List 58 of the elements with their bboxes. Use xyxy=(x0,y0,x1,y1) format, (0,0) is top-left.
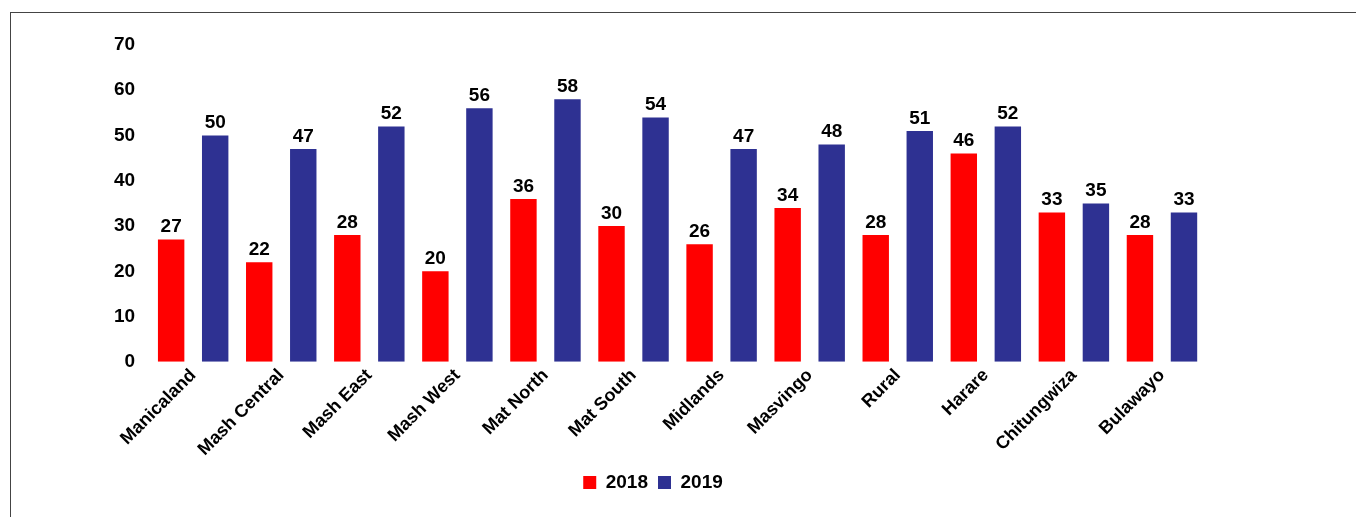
y-tick-label: 50 xyxy=(113,123,136,145)
y-tick-label: 40 xyxy=(113,169,136,191)
data-label: 56 xyxy=(468,84,490,106)
data-label: 20 xyxy=(424,247,446,269)
data-label: 30 xyxy=(600,201,623,223)
bar xyxy=(818,144,845,362)
bar xyxy=(1170,212,1198,362)
data-label: 33 xyxy=(1173,188,1195,210)
legend-label: 2018 xyxy=(605,470,649,492)
data-label: 52 xyxy=(380,102,402,124)
data-label: 28 xyxy=(1129,210,1151,232)
y-tick-label: 30 xyxy=(113,214,136,236)
bar xyxy=(334,235,361,362)
data-label: 26 xyxy=(689,219,711,241)
bar xyxy=(290,149,317,362)
bar xyxy=(1082,203,1110,362)
bar xyxy=(994,126,1022,362)
bar xyxy=(1038,212,1066,362)
data-label: 22 xyxy=(248,237,270,259)
bar xyxy=(201,135,229,362)
bar xyxy=(510,198,537,362)
data-label: 33 xyxy=(1041,188,1063,210)
data-label: 28 xyxy=(336,210,358,232)
bar xyxy=(1126,235,1154,362)
bar xyxy=(466,108,493,362)
legend-label: 2019 xyxy=(680,470,723,492)
y-tick-label: 0 xyxy=(124,350,136,372)
data-label: 50 xyxy=(204,111,226,133)
data-label: 47 xyxy=(733,124,755,146)
data-label: 51 xyxy=(909,106,931,128)
bar xyxy=(642,117,669,362)
bar xyxy=(774,207,801,362)
data-label: 47 xyxy=(292,124,314,146)
bar xyxy=(554,99,581,362)
data-label: 34 xyxy=(777,183,799,205)
y-tick-label: 70 xyxy=(113,33,136,55)
data-label: 28 xyxy=(865,210,887,232)
bar xyxy=(862,235,889,362)
bar xyxy=(598,226,625,362)
y-tick-label: 20 xyxy=(113,259,136,281)
bar xyxy=(906,130,933,362)
bar xyxy=(730,149,757,362)
bar xyxy=(422,271,449,362)
bar xyxy=(950,153,978,362)
data-label: 36 xyxy=(512,174,535,196)
data-label: 48 xyxy=(821,120,843,142)
data-label: 52 xyxy=(997,102,1019,124)
y-tick-label: 60 xyxy=(113,78,136,100)
data-label: 54 xyxy=(644,93,667,115)
data-label: 35 xyxy=(1085,179,1107,201)
bar xyxy=(246,262,273,362)
bar xyxy=(378,126,405,362)
y-tick-label: 10 xyxy=(113,304,136,326)
bar xyxy=(686,244,713,362)
data-label: 58 xyxy=(556,75,579,97)
data-label: 27 xyxy=(160,215,182,237)
bar xyxy=(157,239,185,362)
data-label: 46 xyxy=(953,129,975,151)
